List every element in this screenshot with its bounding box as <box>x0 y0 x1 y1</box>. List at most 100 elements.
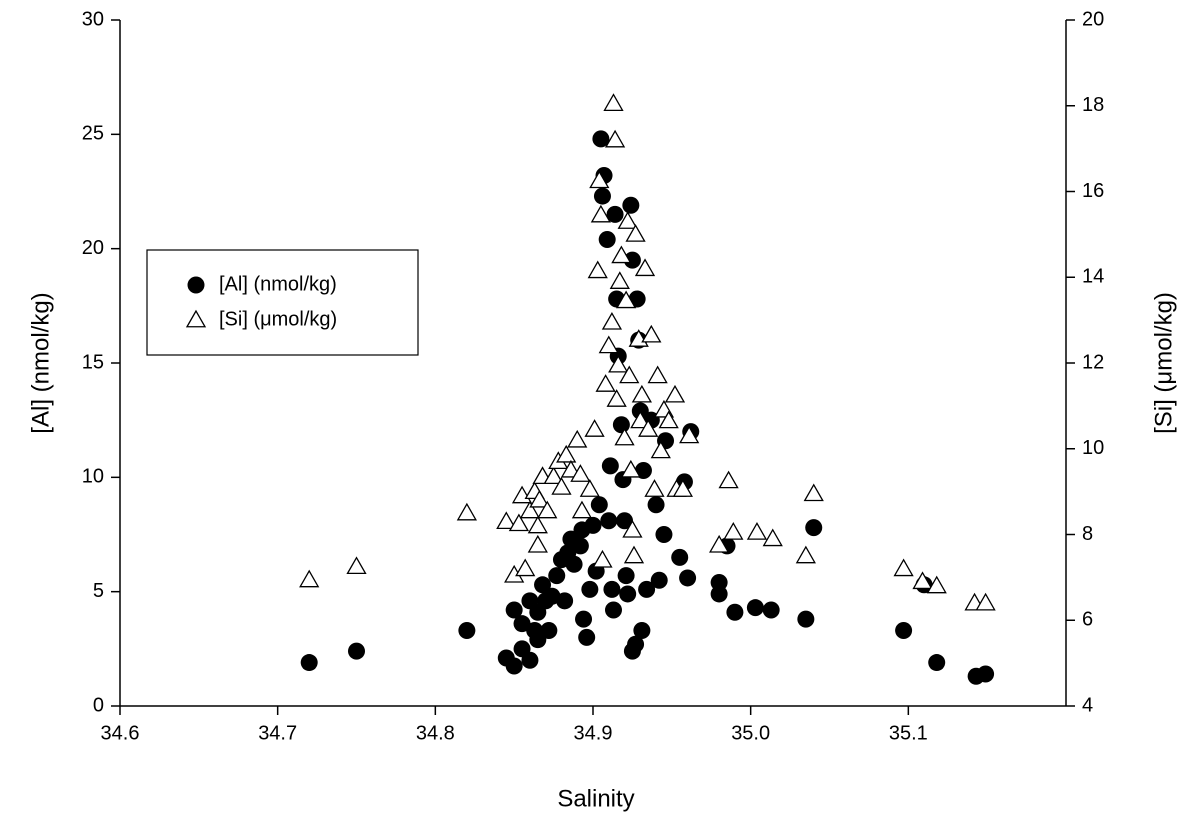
point <box>609 271 630 289</box>
y2-tick-label: 14 <box>1082 266 1104 288</box>
point <box>762 528 783 547</box>
point <box>527 534 548 553</box>
y-tick-label: 25 <box>82 123 104 145</box>
point <box>592 130 610 148</box>
x-tick-label: 34.8 <box>416 722 455 744</box>
point <box>633 622 651 640</box>
y-axis-label: [Al] (nmol/kg) <box>27 292 54 433</box>
point <box>551 477 572 495</box>
point <box>977 665 995 683</box>
point <box>709 534 730 553</box>
point <box>650 571 668 589</box>
point <box>623 545 645 564</box>
point <box>458 622 476 640</box>
y-tick-label: 0 <box>93 694 104 716</box>
point <box>647 496 665 514</box>
point <box>527 515 548 534</box>
point <box>543 466 564 485</box>
point <box>299 569 320 588</box>
point <box>762 601 780 619</box>
point <box>348 642 365 660</box>
point <box>926 575 947 594</box>
point <box>650 440 671 459</box>
point <box>590 204 612 223</box>
y2-tick-label: 20 <box>1082 8 1104 30</box>
point <box>595 374 616 392</box>
point <box>647 365 668 384</box>
point <box>521 651 539 669</box>
point <box>587 260 608 279</box>
point <box>606 205 624 223</box>
y-tick-label: 10 <box>82 466 104 488</box>
point <box>556 592 574 610</box>
y2-tick-label: 4 <box>1082 694 1093 716</box>
y-tick-label: 30 <box>82 8 104 30</box>
point <box>505 601 523 619</box>
point <box>548 567 566 585</box>
point <box>746 599 764 617</box>
point <box>300 654 318 672</box>
point <box>975 592 996 611</box>
legend-label: [Al] (nmol/kg) <box>219 273 337 295</box>
point <box>617 567 635 585</box>
point <box>795 545 816 564</box>
point <box>625 224 646 242</box>
point <box>598 335 619 354</box>
point <box>608 354 629 373</box>
point <box>797 610 815 628</box>
y2-tick-label: 8 <box>1082 523 1093 545</box>
point <box>617 211 638 229</box>
point <box>515 558 536 577</box>
y-tick-label: 20 <box>82 237 104 259</box>
point <box>571 537 589 555</box>
point <box>622 196 640 214</box>
point <box>726 603 744 621</box>
y2-tick-label: 10 <box>1082 437 1104 459</box>
point <box>638 580 656 598</box>
point <box>893 558 914 577</box>
point <box>540 622 558 640</box>
point <box>710 585 728 603</box>
point <box>534 576 552 594</box>
point <box>598 231 616 249</box>
point <box>593 187 611 205</box>
point <box>623 251 641 269</box>
point <box>620 459 641 478</box>
y2-tick-label: 16 <box>1082 180 1104 202</box>
point <box>604 601 622 619</box>
point <box>565 555 583 573</box>
point <box>529 489 550 508</box>
x-axis-label: Salinity <box>557 785 634 812</box>
point <box>575 610 593 628</box>
point <box>603 93 624 112</box>
legend-box <box>146 249 419 356</box>
point <box>601 311 623 330</box>
point <box>619 365 640 384</box>
x-tick-label: 35.0 <box>731 722 770 744</box>
point <box>746 522 768 540</box>
point <box>723 522 744 540</box>
y-tick-label: 5 <box>93 580 104 602</box>
point <box>611 245 632 264</box>
legend-marker <box>185 309 207 328</box>
point <box>600 512 618 530</box>
point <box>579 479 600 497</box>
point <box>513 615 531 633</box>
point <box>590 496 608 514</box>
x-tick-label: 35.1 <box>889 722 928 744</box>
point <box>615 290 637 309</box>
point <box>604 129 626 148</box>
point <box>496 511 517 530</box>
point <box>928 654 946 672</box>
point <box>556 444 577 463</box>
point <box>578 628 596 646</box>
point <box>658 410 679 429</box>
x-tick-label: 34.9 <box>574 722 613 744</box>
point <box>614 427 635 446</box>
point <box>644 479 665 497</box>
point <box>456 502 477 521</box>
point <box>505 657 523 675</box>
point <box>592 549 613 568</box>
legend-label: [Si] (μmol/kg) <box>219 308 337 330</box>
point <box>567 429 588 448</box>
